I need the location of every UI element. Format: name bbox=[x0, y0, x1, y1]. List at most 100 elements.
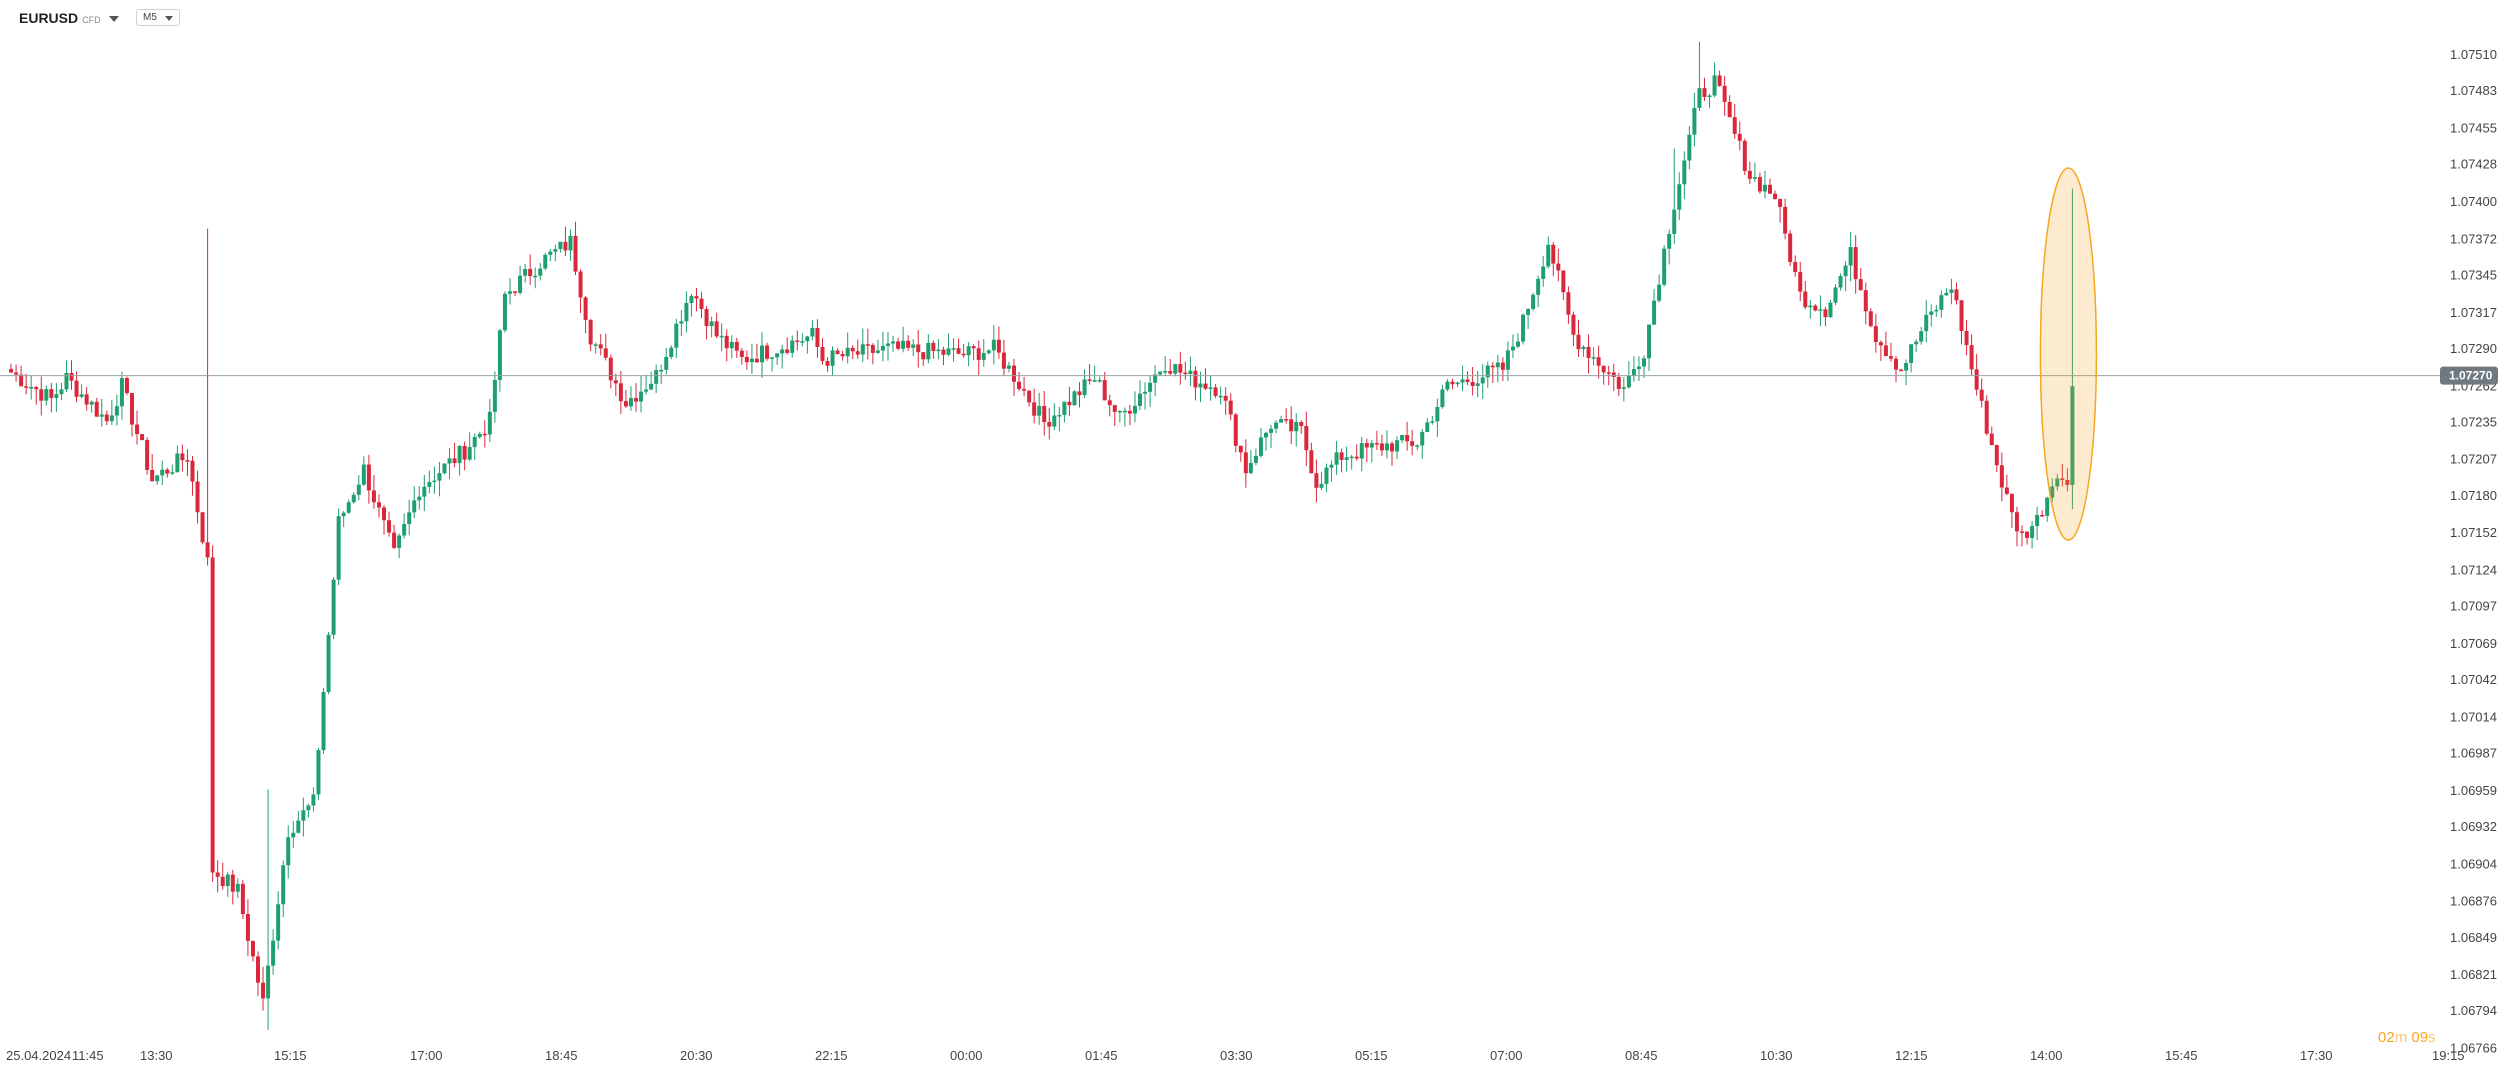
candle-body bbox=[608, 357, 613, 381]
candle-body bbox=[553, 249, 558, 252]
candle-body bbox=[412, 500, 417, 513]
candle-body bbox=[603, 348, 608, 358]
current-price-label: 1.07270 bbox=[2449, 369, 2493, 383]
candle-body bbox=[497, 330, 502, 380]
candle-body bbox=[397, 535, 402, 548]
time-tick-label: 10:30 bbox=[1760, 1048, 1793, 1063]
candle-body bbox=[1304, 426, 1309, 451]
candle-body bbox=[1122, 410, 1127, 413]
candle-body bbox=[1999, 465, 2004, 488]
candle-body bbox=[1047, 422, 1052, 427]
candle-body bbox=[951, 348, 956, 350]
candle-body bbox=[523, 268, 528, 276]
candle-body bbox=[1954, 289, 1959, 301]
candle-body bbox=[1410, 441, 1415, 446]
candle-body bbox=[1566, 292, 1571, 315]
candle-body bbox=[1878, 342, 1883, 346]
time-tick-label: 17:00 bbox=[410, 1048, 443, 1063]
candle-body bbox=[1979, 389, 1984, 401]
chevron-down-icon[interactable] bbox=[108, 16, 119, 23]
candle-body bbox=[1914, 341, 1919, 345]
instrument-type-label: CFD bbox=[82, 15, 101, 25]
candle-body bbox=[1379, 443, 1384, 451]
candle-body bbox=[1435, 407, 1440, 422]
candle-body bbox=[628, 398, 633, 407]
candle-body bbox=[387, 520, 392, 533]
candle-body bbox=[639, 391, 644, 402]
candle-body bbox=[437, 473, 442, 481]
candle-body bbox=[1561, 270, 1566, 293]
candle-body bbox=[1717, 75, 1722, 86]
candle-body bbox=[371, 490, 376, 503]
price-tick-label: 1.07152 bbox=[2450, 525, 2497, 540]
candle-body bbox=[1027, 390, 1032, 403]
timeframe-selector[interactable]: M5 bbox=[136, 9, 180, 26]
candle-body bbox=[1707, 95, 1712, 98]
candle-body bbox=[1349, 456, 1354, 459]
candle-body bbox=[981, 353, 986, 360]
candle-body bbox=[1626, 375, 1631, 388]
candle-body bbox=[1309, 450, 1314, 474]
candle-body bbox=[195, 481, 200, 513]
candle-body bbox=[1374, 443, 1379, 445]
candle-body bbox=[1324, 467, 1329, 484]
candle-body bbox=[94, 401, 99, 417]
candle-body bbox=[256, 956, 260, 983]
candle-body bbox=[1143, 391, 1148, 394]
candle-body bbox=[2045, 497, 2050, 516]
candle-body bbox=[336, 516, 341, 580]
candle-body bbox=[1838, 276, 1843, 288]
candle-body bbox=[1148, 382, 1153, 392]
candle-body bbox=[785, 349, 790, 353]
candle-body bbox=[230, 874, 235, 892]
candle-body bbox=[1178, 364, 1183, 373]
candle-body bbox=[84, 394, 89, 405]
price-tick-label: 1.07207 bbox=[2450, 452, 2497, 467]
candle-body bbox=[1667, 233, 1672, 249]
time-tick-label: 22:15 bbox=[815, 1048, 848, 1063]
candle-body bbox=[931, 342, 936, 352]
candle-body bbox=[1546, 244, 1551, 267]
candle-body bbox=[1697, 88, 1702, 108]
candle-body bbox=[1289, 419, 1294, 432]
candle-body bbox=[1067, 401, 1072, 406]
candle-body bbox=[835, 350, 840, 355]
candle-body bbox=[694, 296, 699, 299]
candle-body bbox=[1803, 291, 1808, 308]
candle-body bbox=[2020, 531, 2024, 533]
candle-body bbox=[1243, 452, 1248, 474]
candle-body bbox=[19, 374, 24, 387]
candle-body bbox=[1062, 401, 1067, 415]
candle-body bbox=[1510, 346, 1515, 351]
candle-body bbox=[79, 394, 84, 397]
price-axis[interactable]: 1.07510 1.07483 1.07455 1.07428 1.07400 1.073… bbox=[2450, 47, 2497, 1056]
candle-body bbox=[135, 424, 140, 435]
candle-body bbox=[502, 293, 507, 331]
candle-body bbox=[1253, 455, 1258, 463]
price-tick-label: 1.07372 bbox=[2450, 231, 2497, 246]
time-axis[interactable]: 25.04.2024 11:45 13:30 15:15 17:00 18:45 20:30… bbox=[6, 1048, 2465, 1063]
candle-body bbox=[1672, 209, 1677, 234]
candle-body bbox=[760, 345, 764, 363]
candle-body bbox=[276, 904, 281, 941]
candle-body bbox=[2009, 493, 2014, 513]
candle-body bbox=[845, 347, 850, 357]
candle-body bbox=[749, 358, 754, 363]
candle-body bbox=[225, 874, 230, 887]
candle-body bbox=[911, 344, 916, 348]
candle-body bbox=[729, 341, 734, 349]
candle-body bbox=[1536, 278, 1541, 295]
price-tick-label: 1.07455 bbox=[2450, 121, 2497, 136]
symbol-selector[interactable]: EURUSD CFD bbox=[19, 10, 119, 26]
price-tick-label: 1.07428 bbox=[2450, 157, 2497, 172]
candle-body bbox=[558, 241, 563, 250]
candle-body bbox=[724, 335, 729, 349]
candle-body bbox=[39, 389, 44, 401]
candle-body bbox=[306, 805, 311, 811]
chevron-down-icon[interactable] bbox=[165, 16, 173, 21]
candle-body bbox=[1702, 88, 1707, 97]
candle-body bbox=[588, 319, 593, 345]
candle-body bbox=[1465, 379, 1470, 383]
candle-body bbox=[674, 323, 679, 348]
